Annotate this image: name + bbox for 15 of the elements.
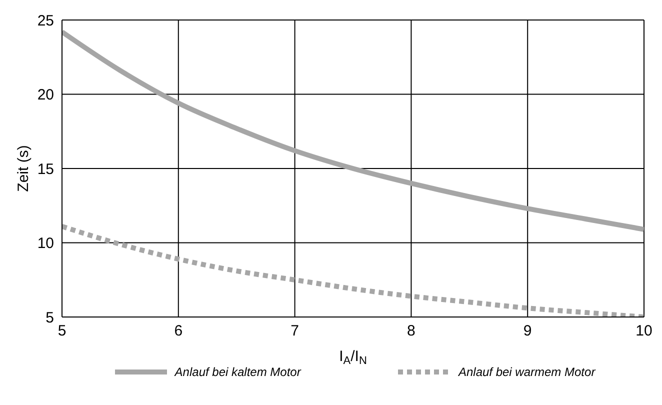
y-tick-label: 15 — [37, 160, 54, 178]
legend-label: Anlauf bei kaltem Motor — [173, 365, 301, 379]
y-axis-title: Zeit (s) — [15, 145, 32, 192]
y-tick-label: 5 — [46, 309, 54, 326]
x-tick-label: 10 — [636, 322, 652, 340]
x-axis-title: I$_{A}$/I$_{N}$ — [339, 348, 367, 367]
y-tick-label: 20 — [37, 86, 54, 104]
x-tick-label: 5 — [58, 322, 66, 340]
x-tick-label: 6 — [174, 322, 183, 340]
x-tick-label: 8 — [407, 322, 416, 340]
y-tick-label: 10 — [37, 235, 54, 252]
y-tick-label: 25 — [37, 12, 54, 30]
x-tick-label: 9 — [523, 322, 532, 340]
x-tick-label: 7 — [290, 322, 299, 340]
legend-label: Anlauf bei warmem Motor — [457, 365, 596, 379]
